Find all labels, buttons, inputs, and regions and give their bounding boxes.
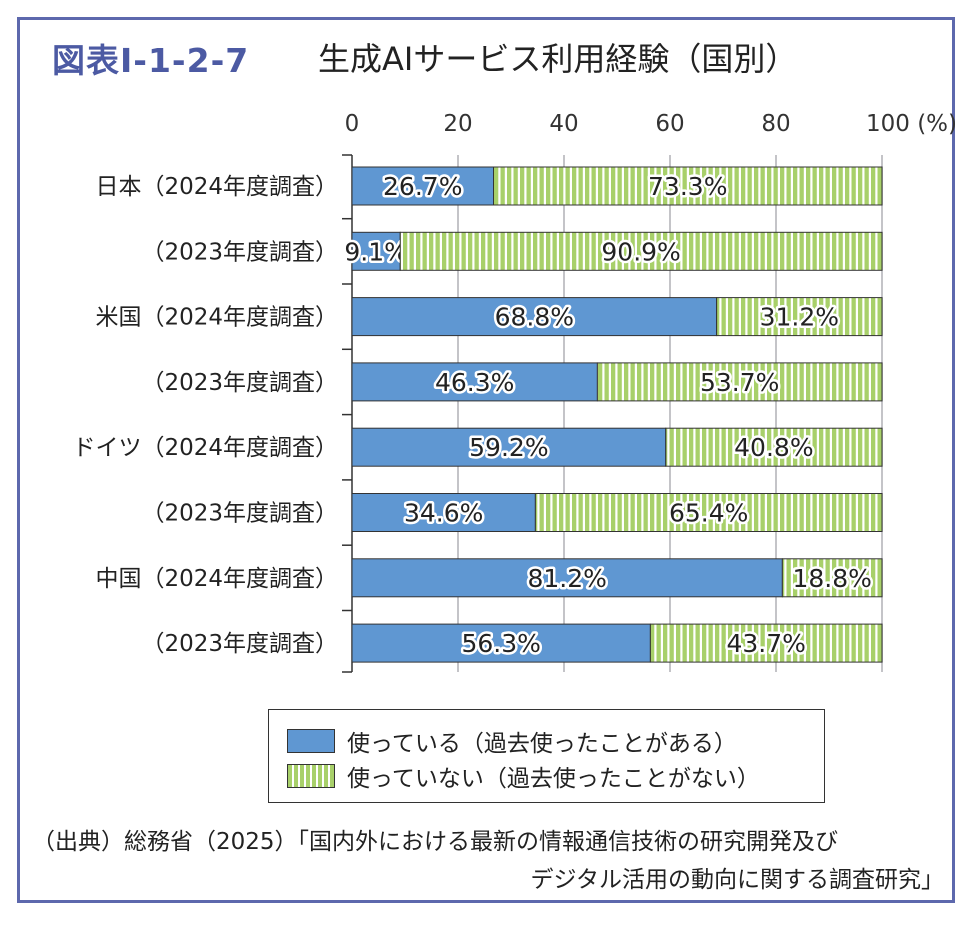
data-label-not-used: 43.7% — [726, 629, 805, 658]
data-label-not-used: 73.3% — [648, 172, 727, 201]
figure-number: 図表Ⅰ-1-2-7 — [52, 41, 250, 80]
category-label: 米国（2024年度調査） — [95, 305, 338, 331]
data-label-not-used: 40.8% — [734, 433, 813, 462]
category-label: 中国（2024年度調査） — [95, 566, 338, 592]
bar-not-used — [534, 493, 883, 532]
bar-used — [351, 427, 667, 467]
data-label-not-used: 53.7% — [700, 368, 779, 397]
bar-not-used — [649, 623, 883, 663]
bar-not-used — [781, 558, 883, 598]
bar-used — [351, 493, 536, 532]
legend-item-not-used: 使っていない（過去使ったことがない） — [287, 759, 760, 793]
x-tick-label: 40 — [549, 111, 578, 137]
legend: 使っている（過去使ったことがある） 使っていない（過去使ったことがない） — [268, 709, 825, 803]
category-label: 日本（2024年度調査） — [95, 174, 338, 200]
chart-title: 生成AIサービス利用経験（国別） — [318, 40, 798, 78]
data-label-not-used: 31.2% — [760, 303, 839, 332]
source-line-2: デジタル活用の動向に関する調査研究」 — [530, 867, 944, 893]
x-tick-label: 100 (%) — [866, 111, 957, 137]
data-label-used: 9.1% — [344, 237, 408, 266]
x-tick-label: 60 — [655, 111, 684, 137]
data-label-used: 46.3% — [435, 368, 514, 397]
data-label-not-used: 18.8% — [792, 564, 871, 593]
bar-used — [351, 231, 401, 271]
category-label: （2023年度調査） — [141, 370, 338, 396]
category-label: ドイツ（2024年度調査） — [72, 435, 338, 461]
legend-item-used: 使っている（過去使ったことがある） — [287, 724, 737, 758]
data-label-not-used: 65.4% — [669, 499, 748, 528]
x-tick-label: 20 — [443, 111, 472, 137]
legend-label-not-used: 使っていない（過去使ったことがない） — [347, 766, 760, 792]
bar-used — [351, 166, 495, 206]
bar-not-used — [399, 231, 883, 271]
category-label: （2023年度調査） — [141, 501, 338, 527]
bar-not-used — [493, 166, 883, 206]
data-label-not-used: 90.9% — [601, 237, 680, 266]
legend-label-used: 使っている（過去使ったことがある） — [347, 731, 737, 757]
bar-not-used — [665, 427, 883, 467]
data-label-used: 68.8% — [495, 303, 574, 332]
category-label: （2023年度調査） — [141, 631, 338, 657]
data-label-used: 26.7% — [383, 172, 462, 201]
x-tick-label: 80 — [761, 111, 790, 137]
bar-used — [351, 362, 598, 402]
legend-swatch-used — [287, 729, 335, 753]
category-label: （2023年度調査） — [141, 239, 338, 265]
bar-not-used — [716, 297, 883, 337]
data-label-used: 81.2% — [527, 564, 606, 593]
legend-swatch-not-used — [287, 764, 335, 788]
bar-not-used — [596, 362, 883, 402]
x-tick-label: 0 — [345, 111, 360, 137]
source-line-1: （出典）総務省（2025）「国内外における最新の情報通信技術の研究開発及び — [32, 829, 839, 855]
bar-used — [351, 297, 718, 337]
data-label-used: 56.3% — [461, 629, 540, 658]
figure-frame — [17, 17, 955, 903]
data-label-used: 59.2% — [469, 433, 548, 462]
bar-used — [351, 623, 651, 663]
data-label-used: 34.6% — [404, 499, 483, 528]
